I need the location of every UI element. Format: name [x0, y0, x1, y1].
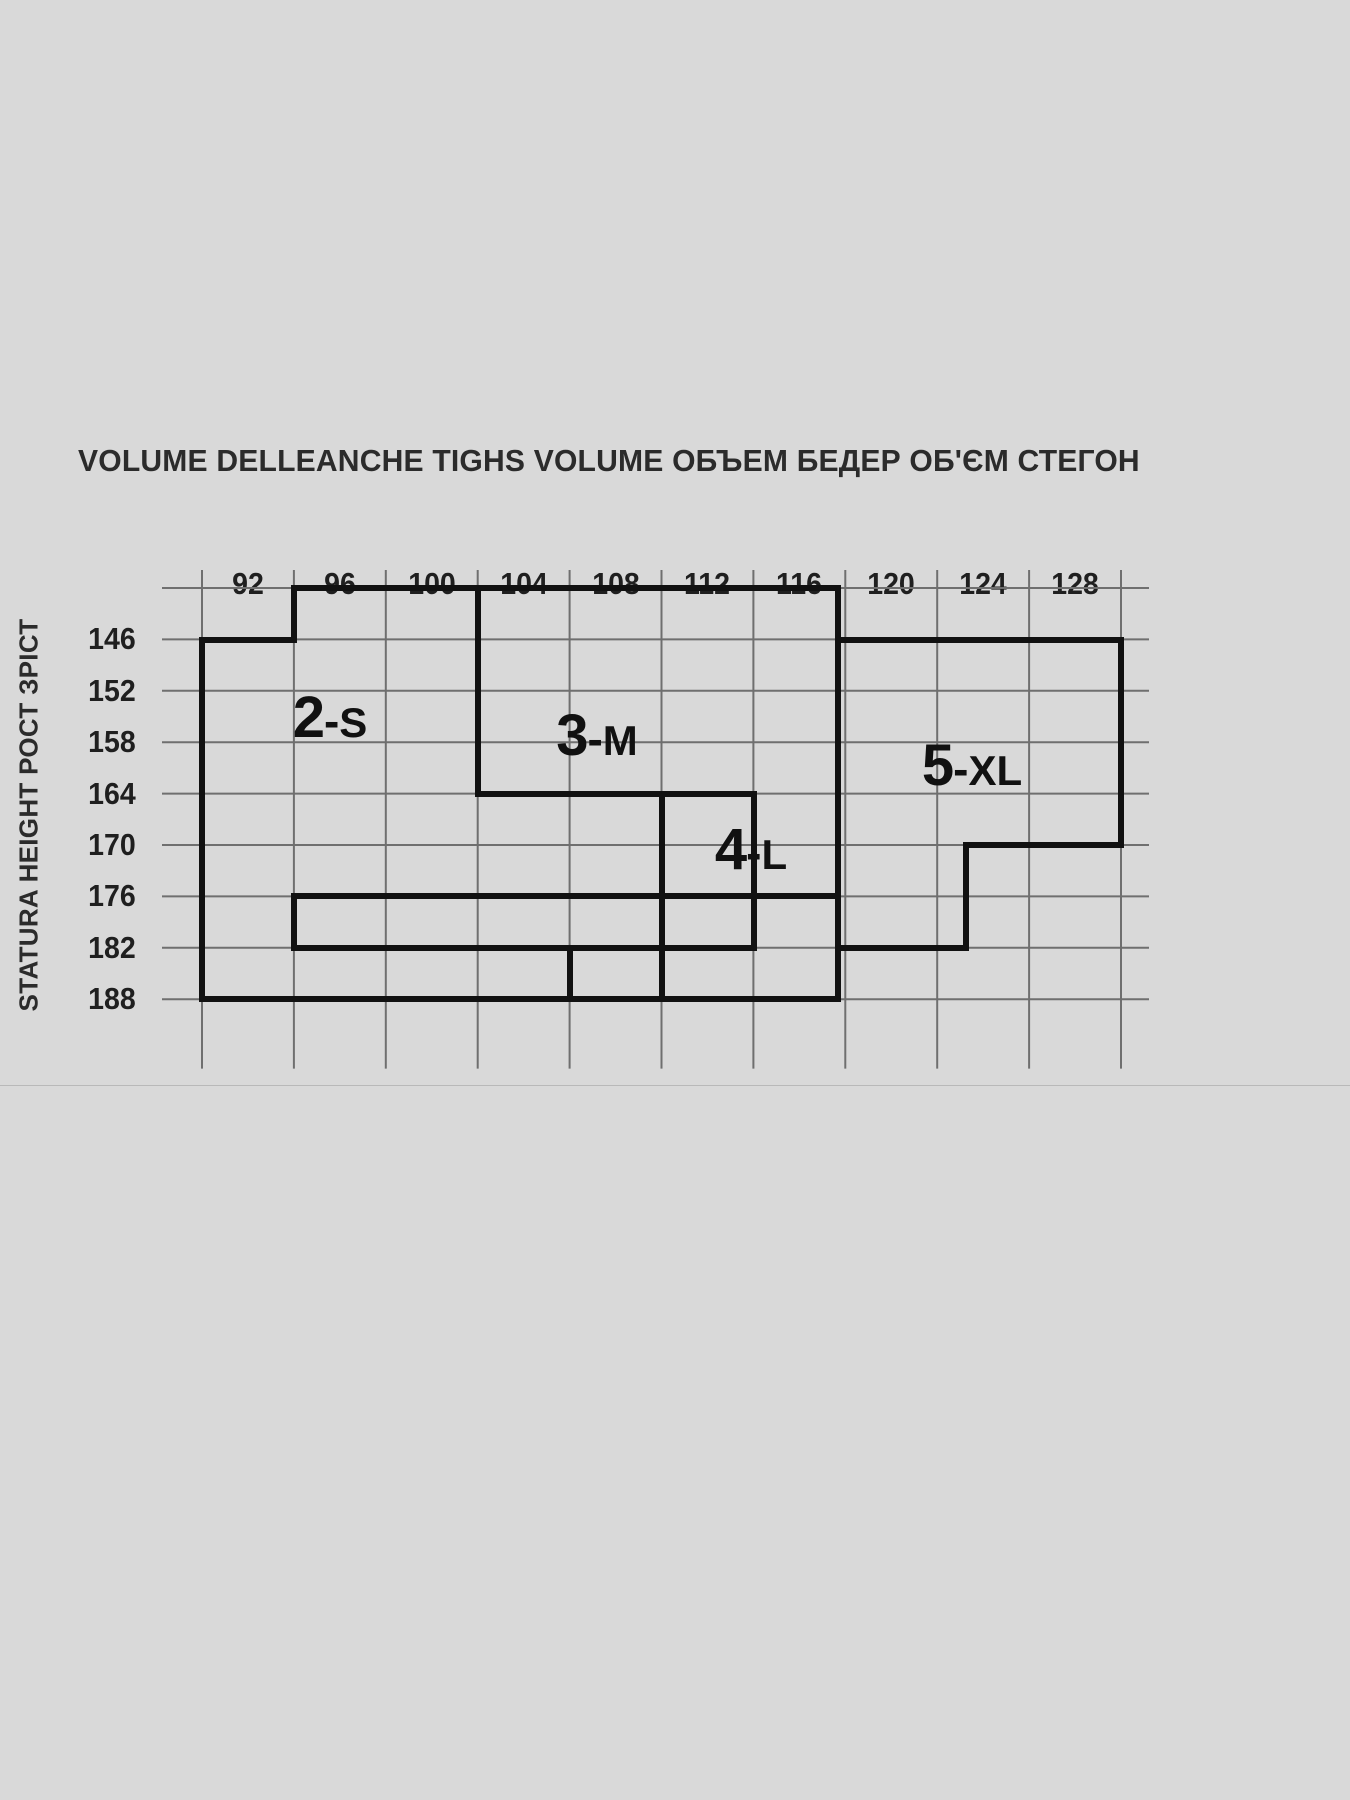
size-separator-4: -	[746, 827, 762, 879]
size-number-4: 4	[714, 817, 747, 882]
chart-title: VOLUME DELLEANCHE TIGHS VOLUME ОБЪЕМ БЕД…	[78, 443, 1140, 478]
x-tick-112: 112	[684, 566, 731, 601]
region-outline-5-xl	[835, 637, 1124, 951]
size-suffix-xl: XL	[968, 747, 1023, 794]
x-tick-100: 100	[407, 566, 456, 601]
size-label-2-s: 2-S	[293, 689, 368, 747]
size-suffix-s: S	[339, 699, 368, 746]
size-number-3: 3	[556, 703, 588, 768]
y-tick-176: 176	[88, 878, 136, 914]
y-tick-152: 152	[88, 672, 136, 708]
size-label-4-l: 4-L	[715, 821, 787, 879]
size-number-5: 5	[921, 733, 954, 798]
x-tick-108: 108	[591, 566, 640, 601]
x-tick-120: 120	[867, 566, 916, 601]
x-axis-tick-labels: 92 96 100 104 108 112 116 120 124 128	[0, 566, 1350, 606]
y-tick-188: 188	[88, 981, 136, 1017]
y-tick-164: 164	[88, 775, 136, 811]
size-suffix-m: M	[602, 717, 638, 764]
size-label-5-xl: 5-XL	[922, 737, 1022, 795]
x-tick-124: 124	[959, 566, 1007, 601]
x-tick-128: 128	[1051, 566, 1099, 601]
y-tick-170: 170	[88, 827, 136, 862]
x-tick-96: 96	[323, 566, 356, 601]
size-label-3-m: 3-M	[556, 707, 638, 765]
y-tick-182: 182	[88, 929, 136, 965]
size-number-2: 2	[292, 685, 325, 750]
x-tick-116: 116	[776, 566, 823, 601]
y-tick-158: 158	[88, 724, 136, 760]
chart-grid-svg	[162, 570, 1149, 1069]
size-separator-5: -	[953, 743, 969, 795]
x-tick-92: 92	[232, 566, 264, 601]
region-outline-4-l	[567, 791, 841, 1002]
size-separator-2: -	[323, 695, 340, 747]
y-tick-146: 146	[88, 621, 136, 657]
x-tick-104: 104	[499, 566, 548, 601]
page-divider	[0, 1085, 1350, 1086]
size-separator-3: -	[587, 713, 603, 765]
size-suffix-l: L	[761, 831, 788, 878]
y-axis-tick-labels: 146 152 158 164 170 176 182 188	[0, 0, 190, 1085]
gridlines	[162, 570, 1149, 1069]
size-chart-figure: VOLUME DELLEANCHE TIGHS VOLUME ОБЪЕМ БЕД…	[0, 0, 1350, 1085]
